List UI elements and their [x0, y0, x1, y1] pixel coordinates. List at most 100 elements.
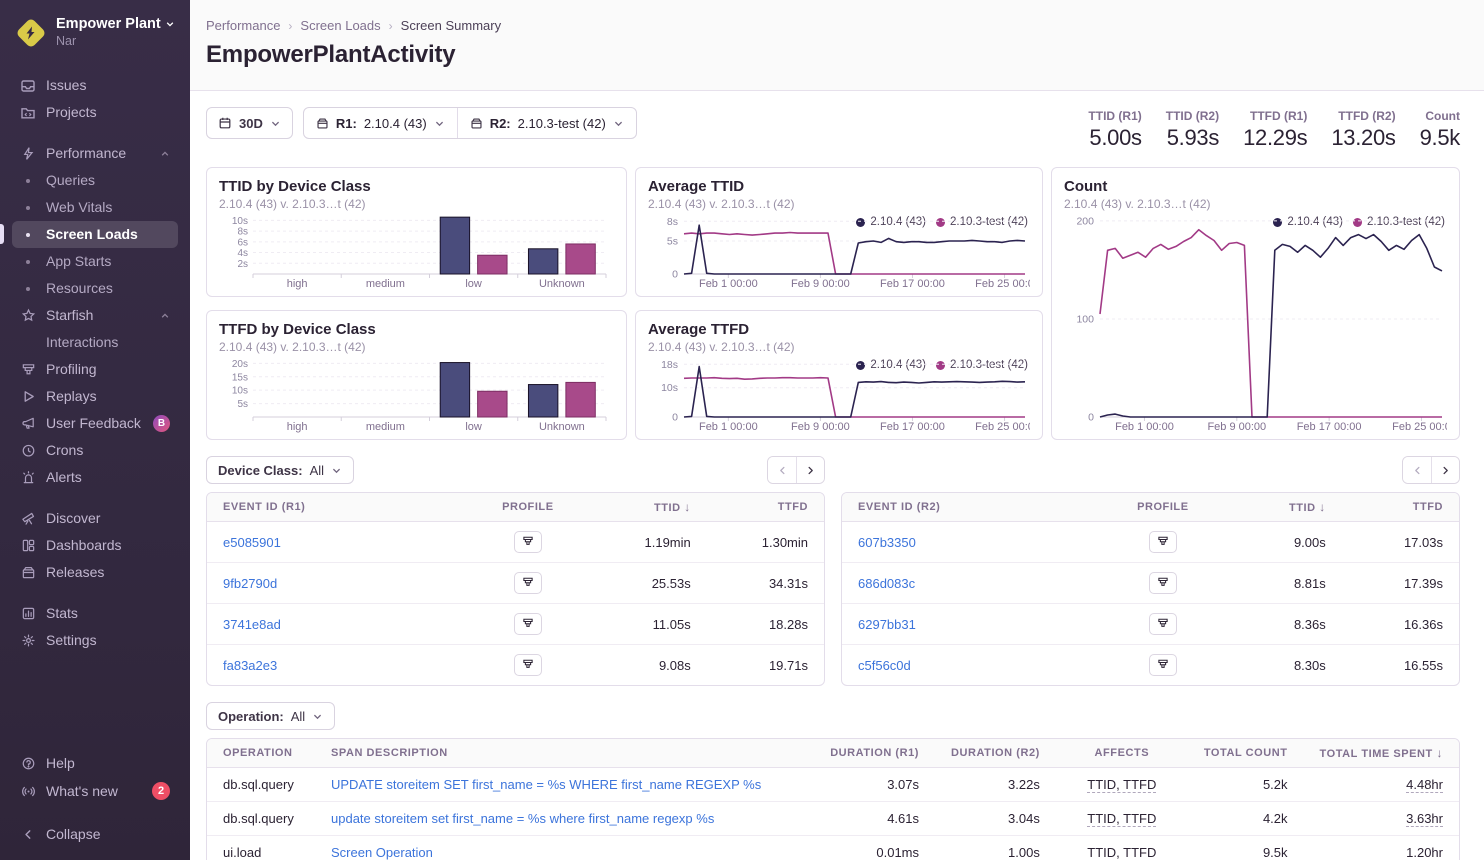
issues-icon [20, 78, 36, 94]
profile-button[interactable] [513, 654, 542, 676]
event-id-link[interactable]: 3741e8ad [223, 616, 281, 632]
samples-r1-pagination [767, 456, 825, 484]
bullet-icon [26, 178, 30, 183]
sidebar-item-projects[interactable]: Projects [12, 99, 178, 126]
svg-text:2s: 2s [237, 259, 248, 270]
charts-grid: TTID by Device Class 2.10.4 (43) v. 2.10… [206, 167, 1460, 440]
ttid-cell: 1.19min [589, 521, 707, 563]
column-header-ttid[interactable]: TTID ↓ [1224, 493, 1342, 522]
chart-card-ttid-by-device-class: TTID by Device Class 2.10.4 (43) v. 2.10… [206, 167, 627, 297]
page-content: 30D R1: 2.10.4 (43) R2: 2 [190, 91, 1484, 860]
total-time-link[interactable]: 1.20hr [1406, 845, 1443, 860]
sidebar-item-crons[interactable]: Crons [12, 437, 178, 464]
column-header-total-time-spent[interactable]: TOTAL TIME SPENT ↓ [1303, 739, 1459, 768]
event-id-link[interactable]: e5085901 [223, 534, 281, 550]
profile-button[interactable] [513, 572, 542, 594]
total-time-spent-cell: 4.48hr [1303, 767, 1459, 802]
sidebar-item-starfish[interactable]: Starfish [12, 302, 178, 329]
operation-filter[interactable]: Operation: All [206, 702, 336, 730]
sidebar-item-user-feedback[interactable]: User Feedback B [12, 410, 178, 437]
telescope-icon [20, 511, 36, 527]
sidebar-item-alerts[interactable]: Alerts [12, 464, 178, 491]
next-page-button[interactable] [1431, 457, 1459, 483]
column-header-ttfd[interactable]: TTFD [1341, 493, 1459, 522]
org-switcher[interactable]: Empower Plant Nar [12, 14, 178, 58]
event-id-link[interactable]: 607b3350 [858, 534, 916, 550]
chevron-down-icon [166, 22, 174, 27]
profile-button[interactable] [513, 531, 542, 553]
sidebar-item-interactions[interactable]: Interactions [46, 334, 119, 350]
sidebar-item-discover[interactable]: Discover [12, 505, 178, 532]
sample-tables: EVENT ID (R1) PROFILE TTID ↓ TTFD e50859… [206, 492, 1460, 686]
date-range-selector[interactable]: 30D [206, 107, 293, 139]
sidebar-item-dashboards[interactable]: Dashboards [12, 532, 178, 559]
sidebar-item-issues[interactable]: Issues [12, 72, 178, 99]
svg-text:6s: 6s [237, 237, 248, 248]
sidebar-item-screen-loads[interactable]: Screen Loads [0, 221, 178, 248]
release-r2-selector[interactable]: R2: 2.10.3-test (42) [456, 108, 636, 138]
legend-dot-r2 [936, 360, 946, 370]
profile-cell [1101, 603, 1225, 645]
play-icon [20, 389, 36, 405]
sidebar-item-resources[interactable]: Resources [12, 275, 178, 302]
sidebar-item-stats[interactable]: Stats [12, 600, 178, 627]
breadcrumb-performance[interactable]: Performance [206, 18, 281, 33]
sidebar-item-web-vitals[interactable]: Web Vitals [12, 194, 178, 221]
device-class-filter[interactable]: Device Class: All [206, 456, 355, 484]
prev-page-button[interactable] [768, 457, 796, 483]
event-id-link[interactable]: 6297bb31 [858, 616, 916, 632]
event-id-cell: c5f56c0d [842, 645, 1101, 686]
event-id-cell: 6297bb31 [842, 603, 1102, 645]
profile-button[interactable] [1148, 613, 1177, 635]
prev-page-button[interactable] [1403, 457, 1431, 483]
column-header-ttid[interactable]: TTID ↓ [589, 493, 707, 522]
release-r1-selector[interactable]: R1: 2.10.4 (43) [304, 108, 457, 138]
column-header-duration-r2[interactable]: DURATION (R2) [935, 739, 1056, 768]
total-time-link[interactable]: 3.63hr [1406, 811, 1443, 826]
column-header-ttfd[interactable]: TTFD [706, 493, 824, 522]
column-header-event-id-r2[interactable]: EVENT ID (R2) [842, 493, 1102, 522]
chart-card-count: Count 2.10.4 (43) v. 2.10.3…t (42) 2.10.… [1051, 167, 1460, 440]
profile-cell [466, 603, 590, 645]
profile-button[interactable] [1148, 572, 1177, 594]
event-id-link[interactable]: c5f56c0d [858, 657, 911, 673]
sidebar-item-queries[interactable]: Queries [12, 167, 178, 194]
metric-count: Count 9.5k [1419, 109, 1461, 150]
column-header-total-count[interactable]: TOTAL COUNT [1187, 739, 1304, 768]
sidebar-item-releases[interactable]: Releases [12, 559, 178, 586]
total-count-cell: 9.5k [1187, 835, 1304, 860]
collapse-caret-icon [160, 149, 170, 159]
event-id-link[interactable]: fa83a2e3 [223, 657, 278, 673]
svg-text:10s: 10s [661, 382, 678, 394]
span-description-link[interactable]: Screen Operation [331, 845, 433, 860]
sidebar-item-whats-new[interactable]: What's new 2 [12, 777, 178, 805]
duration-r1-cell: 3.07s [814, 767, 936, 802]
profiling-icon [522, 617, 534, 632]
span-description-link[interactable]: UPDATE storeitem SET first_name = %s WHE… [331, 777, 762, 792]
sidebar-item-performance[interactable]: Performance [12, 140, 178, 167]
calendar-icon [219, 117, 231, 129]
event-id-link[interactable]: 686d083c [858, 575, 916, 591]
column-header-duration-r1[interactable]: DURATION (R1) [814, 739, 936, 768]
profile-button[interactable] [1148, 654, 1177, 676]
sidebar-collapse-button[interactable]: Collapse [12, 821, 178, 848]
sidebar-item-settings[interactable]: Settings [12, 627, 178, 654]
profile-cell [466, 645, 589, 686]
span-description-link[interactable]: update storeitem set first_name = %s whe… [331, 811, 715, 826]
total-time-link[interactable]: 4.48hr [1406, 777, 1443, 792]
table-row: 9fb2790d 25.53s 34.31s [207, 562, 824, 604]
event-id-link[interactable]: 9fb2790d [223, 575, 278, 591]
sidebar-item-profiling[interactable]: Profiling [12, 356, 178, 383]
column-header-event-id-r1[interactable]: EVENT ID (R1) [207, 493, 467, 522]
next-page-button[interactable] [796, 457, 824, 483]
svg-text:low: low [465, 421, 482, 433]
svg-text:15s: 15s [232, 372, 248, 383]
profile-cell [466, 562, 590, 604]
profile-button[interactable] [513, 613, 542, 635]
sidebar-item-help[interactable]: Help [12, 750, 178, 777]
breadcrumb-screen-loads[interactable]: Screen Loads [300, 18, 381, 33]
sidebar-item-app-starts[interactable]: App Starts [12, 248, 178, 275]
sidebar-item-replays[interactable]: Replays [12, 383, 178, 410]
column-header-affects: AFFECTS [1055, 739, 1188, 768]
profile-button[interactable] [1148, 531, 1177, 553]
